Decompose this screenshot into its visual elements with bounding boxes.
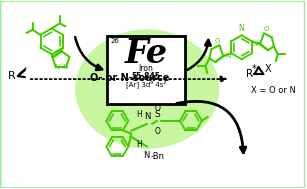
Text: [Ar] 3d⁶ 4s²: [Ar] 3d⁶ 4s² — [126, 80, 166, 88]
Ellipse shape — [75, 29, 219, 149]
Text: N: N — [225, 53, 231, 59]
Text: H: H — [136, 140, 142, 149]
Text: Iron: Iron — [139, 64, 154, 73]
Text: O: O — [263, 26, 269, 32]
Text: 55.845: 55.845 — [132, 72, 161, 81]
Text: X = O or N: X = O or N — [251, 86, 295, 95]
Text: Fe: Fe — [125, 37, 168, 70]
FancyArrowPatch shape — [177, 101, 246, 153]
Text: N: N — [253, 41, 258, 47]
FancyBboxPatch shape — [107, 36, 185, 104]
Text: O: O — [154, 127, 160, 136]
Text: 26: 26 — [110, 38, 119, 44]
Text: N: N — [63, 64, 68, 70]
Text: S: S — [154, 110, 160, 119]
Text: *: * — [252, 64, 257, 74]
Text: X: X — [264, 64, 271, 74]
Text: N: N — [144, 112, 150, 121]
Text: R: R — [246, 69, 253, 79]
Text: H: H — [136, 110, 142, 119]
Text: R: R — [8, 71, 16, 81]
Text: O: O — [215, 38, 220, 44]
Text: O- or N-source: O- or N-source — [90, 73, 169, 83]
Text: N: N — [143, 151, 150, 160]
Text: O: O — [154, 104, 160, 113]
Text: N: N — [54, 64, 59, 70]
Text: N: N — [239, 24, 244, 33]
Text: -Bn: -Bn — [150, 152, 164, 161]
